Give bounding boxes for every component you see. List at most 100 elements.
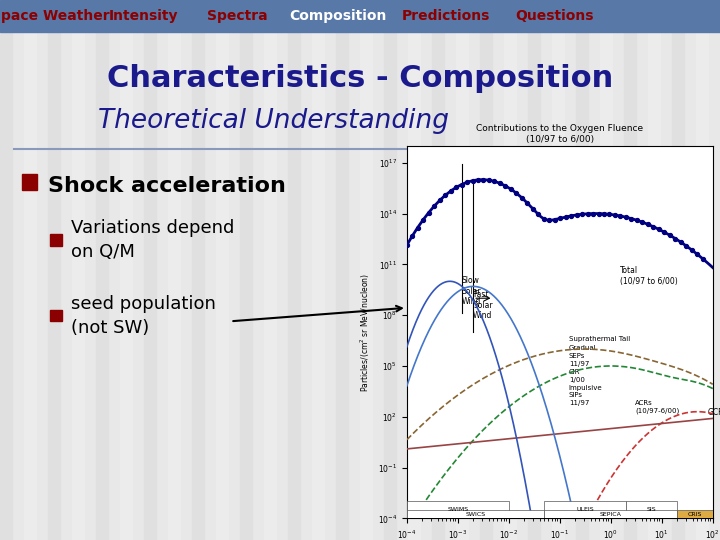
Text: Spectra: Spectra [207, 9, 268, 23]
Point [516, 193, 528, 202]
Bar [50, 310, 62, 321]
Bar [504, 0, 516, 540]
Bar [192, 0, 204, 540]
Bar [336, 0, 348, 540]
Bar [624, 0, 636, 540]
Point [664, 231, 675, 240]
Point [653, 225, 665, 234]
Point [642, 220, 654, 228]
Point [615, 212, 626, 220]
Bar [0, 0, 12, 540]
Text: Fast
Solar
Wind: Fast Solar Wind [473, 290, 492, 320]
Point [418, 215, 429, 224]
Text: Total
(10/97 to 6/00): Total (10/97 to 6/00) [620, 267, 678, 286]
Point [505, 185, 517, 193]
Point [521, 199, 533, 207]
Bar [648, 0, 660, 540]
Point [494, 179, 505, 187]
Point [565, 212, 577, 220]
Point [434, 196, 446, 205]
Text: seed population
(not SW): seed population (not SW) [71, 295, 215, 337]
Bar [0, 0, 720, 32]
Bar [144, 0, 156, 540]
Point [412, 223, 423, 232]
Bar [384, 0, 396, 540]
Point [472, 176, 484, 184]
Text: 1/00: 1/00 [569, 376, 585, 382]
Point [626, 214, 637, 223]
Bar [544, 502, 626, 518]
Bar [408, 0, 420, 540]
Text: SIPs: SIPs [569, 393, 582, 399]
Bar [677, 510, 713, 518]
Point [401, 241, 413, 249]
Text: ULEIS: ULEIS [577, 508, 594, 512]
Text: 11/97: 11/97 [569, 400, 589, 406]
Point [467, 177, 478, 185]
Text: CIR: CIR [569, 369, 580, 375]
Text: Suprathermal Tail: Suprathermal Tail [569, 336, 630, 342]
Point [489, 177, 500, 186]
Point [571, 211, 582, 219]
Point [675, 238, 686, 246]
Text: 11/97: 11/97 [569, 361, 589, 367]
Bar [672, 0, 684, 540]
Point [527, 205, 539, 213]
Bar [552, 0, 564, 540]
Text: Composition: Composition [289, 9, 387, 23]
Text: (10/97-6/00): (10/97-6/00) [635, 408, 680, 414]
Point [576, 210, 588, 219]
Point [510, 189, 522, 198]
Bar [456, 0, 468, 540]
Text: Impulsive: Impulsive [569, 384, 603, 390]
Bar [240, 0, 252, 540]
Text: SIS: SIS [647, 508, 657, 512]
Bar [626, 502, 677, 518]
Point [533, 210, 544, 219]
Point [680, 241, 692, 250]
Text: GCRs: GCRs [708, 408, 720, 417]
Bar [544, 510, 677, 518]
Point [538, 214, 549, 223]
Point [670, 234, 681, 243]
Point [462, 178, 473, 187]
Point [445, 187, 456, 195]
Point [478, 176, 490, 184]
Bar [72, 0, 84, 540]
Point [544, 216, 555, 225]
Title: Contributions to the Oxygen Fluence
(10/97 to 6/00): Contributions to the Oxygen Fluence (10/… [476, 124, 644, 144]
Point [631, 216, 643, 225]
Point [428, 202, 440, 211]
Point [647, 222, 659, 231]
Text: Space Weather: Space Weather [0, 9, 109, 23]
Text: Slow
Solar
Wind: Slow Solar Wind [462, 276, 482, 306]
Bar [264, 0, 276, 540]
Bar [432, 0, 444, 540]
Bar [216, 0, 228, 540]
Bar [48, 0, 60, 540]
Point [407, 232, 418, 240]
Text: Gradual: Gradual [569, 345, 596, 351]
Point [500, 181, 511, 190]
Text: Theoretical Understanding: Theoretical Understanding [98, 109, 449, 134]
Bar [22, 174, 37, 190]
Text: Predictions: Predictions [402, 9, 490, 23]
Point [560, 213, 572, 221]
Point [439, 191, 451, 200]
Point [636, 218, 648, 226]
Bar [360, 0, 372, 540]
Point [603, 210, 615, 219]
Text: SWICS: SWICS [466, 512, 486, 517]
Bar [312, 0, 324, 540]
Bar [696, 0, 708, 540]
Point [659, 228, 670, 237]
Point [691, 250, 703, 259]
Point [549, 215, 560, 224]
Bar [24, 0, 36, 540]
Bar [528, 0, 540, 540]
Point [588, 209, 599, 218]
Bar [600, 0, 612, 540]
Point [593, 210, 604, 218]
Point [620, 213, 631, 221]
Point [554, 214, 566, 222]
